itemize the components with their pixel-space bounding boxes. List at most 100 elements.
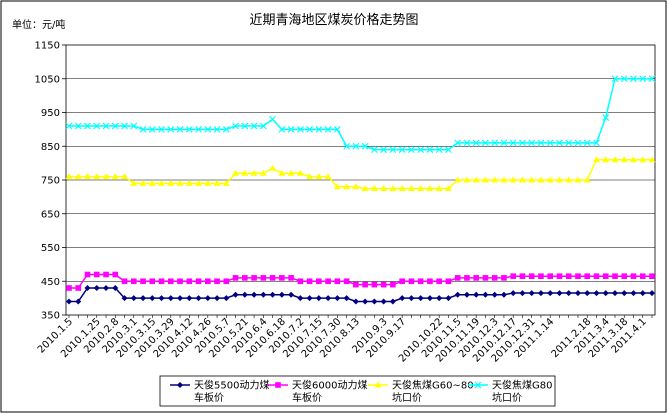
unit-label: 单位：元/吨 [12, 18, 65, 31]
legend-label: 天俊5500动力煤 [194, 379, 269, 392]
series-2-point [528, 273, 535, 279]
series-3-point [121, 173, 129, 180]
series-4-point [648, 75, 656, 83]
series-4-point [222, 125, 230, 133]
series-1-point [510, 290, 517, 297]
series-1-point [630, 290, 637, 297]
series-4-point [444, 146, 452, 154]
series-3-point [324, 173, 332, 180]
series-4-point [167, 125, 175, 133]
series-3-point [648, 156, 656, 163]
series-2-point [205, 278, 211, 285]
series-2-point [362, 281, 368, 288]
series-3-point [352, 183, 360, 190]
series-1-point [306, 295, 313, 302]
series-4 [65, 75, 656, 154]
series-2-point [501, 275, 507, 281]
series-4-point [593, 139, 600, 147]
series-1-point [75, 298, 82, 305]
series-1-point [519, 290, 526, 297]
series-3-point [454, 176, 462, 183]
series-2-point [464, 275, 470, 281]
series-1-point [426, 295, 433, 302]
series-1-point [158, 295, 165, 302]
legend-label-line2: 坑口价 [492, 391, 522, 404]
series-4-point [435, 146, 443, 154]
series-1-point [232, 291, 239, 298]
series-4-point [583, 139, 591, 147]
series-4-point [130, 122, 138, 130]
series-4-point [509, 139, 517, 147]
series-4-point [176, 125, 184, 133]
series-3-point [158, 179, 166, 186]
y-tick-label: 1150 [35, 41, 60, 52]
series-1-point [260, 291, 267, 298]
series-2-point [186, 278, 193, 285]
series-3-point [389, 184, 397, 191]
series-2-point [639, 273, 646, 279]
series-2-point [177, 278, 183, 285]
series-3-point [583, 176, 591, 183]
legend-label-line2: 坑口价 [392, 391, 422, 404]
series-1-point [241, 291, 248, 298]
series-4-point [158, 125, 165, 133]
series-3-point [620, 156, 628, 163]
series-4-point [306, 125, 314, 133]
series-4-point [417, 146, 425, 154]
series-1-point [621, 290, 628, 297]
series-2-point [297, 278, 304, 285]
series-4-point [102, 122, 110, 130]
series-3-point [491, 176, 499, 183]
series-1-point [408, 295, 415, 302]
series-2-point [121, 278, 128, 285]
series-2-point [445, 278, 452, 285]
series-1-point [334, 295, 341, 302]
series-4-point [343, 142, 351, 150]
series-3-point [222, 179, 230, 186]
series-3-point [176, 179, 184, 186]
series-1-point [537, 290, 544, 297]
series-1-point [500, 291, 507, 298]
series-3-point [602, 156, 610, 163]
series-3-point [74, 173, 82, 180]
series-4-point [361, 142, 369, 150]
series-1-point [223, 295, 230, 302]
series-3-point [565, 176, 573, 183]
series-3-point [435, 184, 443, 191]
legend-marker [374, 381, 382, 388]
series-1-point [611, 290, 618, 297]
series-1-point [112, 285, 119, 291]
legend-box [159, 375, 556, 407]
series-1-point [121, 295, 128, 302]
series-3-point [629, 156, 637, 163]
series-2-point [232, 275, 239, 281]
series-1-point [343, 295, 350, 302]
series-4-point [500, 139, 508, 147]
series-2-point [584, 273, 591, 279]
series-3-point [500, 176, 508, 183]
series-1-point [325, 295, 332, 302]
series-3-point [130, 179, 138, 186]
series-4-point [195, 125, 202, 133]
series-2-point [130, 278, 137, 285]
series-1-point [556, 290, 563, 297]
series-2-point [149, 278, 156, 285]
y-tick-label: 450 [41, 277, 60, 288]
series-2-point [454, 275, 461, 281]
series-1-point [445, 295, 452, 302]
series-1-point [380, 298, 387, 305]
series-1-point [389, 298, 396, 305]
series-1-point [214, 295, 221, 302]
series-2-line [69, 273, 652, 289]
series-1-point [93, 285, 100, 291]
series-3-point [259, 169, 267, 176]
series-1-point [66, 298, 72, 305]
series-2-point [538, 273, 544, 279]
series-3-point [296, 169, 304, 176]
series-4-point [491, 139, 499, 147]
series-1-point [167, 295, 174, 302]
series-4-point [528, 139, 536, 147]
